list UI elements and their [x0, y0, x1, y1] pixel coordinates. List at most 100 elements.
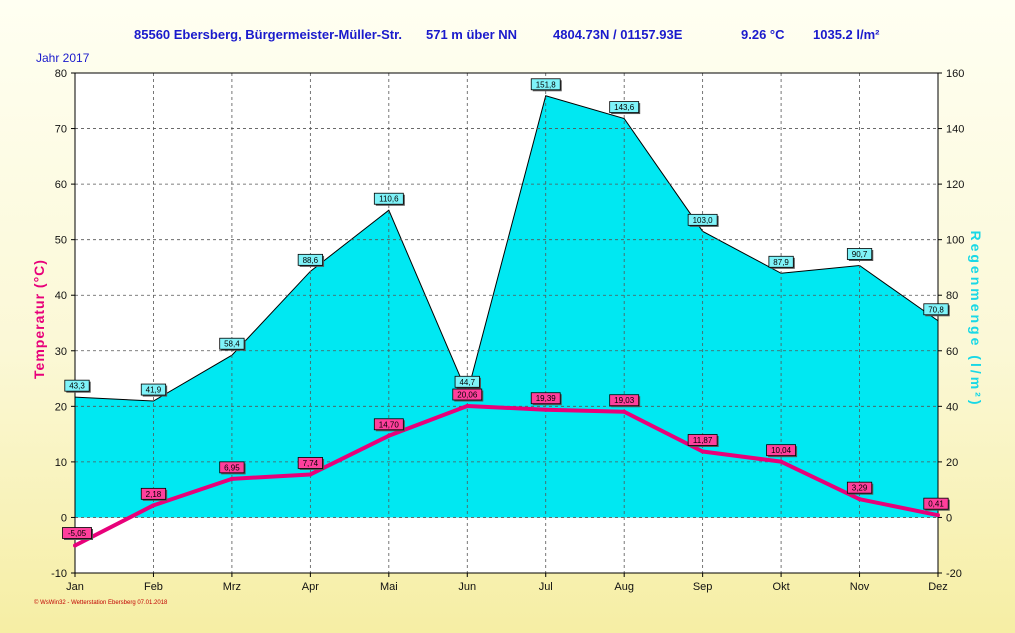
rain-data-label: 44,7 — [459, 378, 475, 387]
rain-data-label: 87,9 — [773, 258, 789, 267]
right-axis-tick-label: 80 — [946, 290, 958, 302]
rain-area — [75, 95, 938, 518]
rain-data-label-box — [687, 213, 718, 226]
right-axis-title: Regenmenge (l/m²) — [968, 230, 984, 407]
right-axis-tick-label: 100 — [946, 235, 964, 247]
temperature-data-label-box — [452, 388, 483, 401]
x-axis-tick-label: Okt — [773, 581, 790, 593]
total-rainfall: 1035.2 l/m² — [813, 27, 880, 42]
temperature-point — [700, 449, 705, 454]
temperature-data-label-box — [62, 527, 92, 539]
right-axis-tick-label: 0 — [946, 512, 952, 524]
temperature-point — [779, 459, 784, 464]
temperature-data-label: 11,87 — [693, 436, 713, 445]
right-axis-tick-label: 60 — [946, 346, 958, 358]
station-coordinates: 4804.73N / 01157.93E — [553, 27, 683, 42]
temperature-point — [73, 543, 77, 548]
left-axis-tick-label: 30 — [55, 346, 67, 358]
temperature-data-label-box — [297, 457, 323, 469]
x-axis-tick-label: Mai — [380, 581, 398, 593]
right-axis-tick-label: 20 — [946, 457, 958, 469]
right-axis-tick-label: 40 — [946, 401, 958, 413]
temperature-line — [74, 404, 939, 548]
temperature-point — [465, 404, 470, 408]
temperature-data-label: 3,29 — [852, 484, 868, 493]
temperature-data-label-box — [140, 487, 167, 500]
temperature-data-label-box — [766, 444, 796, 457]
rain-data-label: 103,0 — [693, 216, 714, 225]
left-axis-tick-label: 10 — [55, 457, 67, 469]
rain-data-label: 88,6 — [303, 256, 319, 265]
rain-data-label-box — [454, 375, 480, 388]
plot-frame — [74, 72, 939, 574]
temperature-data-label: 0,41 — [928, 500, 944, 509]
temperature-data-label: 19,39 — [536, 394, 557, 403]
temperature-point — [936, 513, 940, 518]
right-axis-tick-label: -20 — [946, 568, 962, 580]
station-altitude: 571 m über NN — [426, 27, 518, 42]
x-axis-tick-label: Feb — [144, 581, 163, 593]
rain-data-label-box — [297, 253, 323, 266]
rain-data-label: 43,3 — [69, 382, 85, 391]
rain-data-label-box — [219, 337, 245, 350]
temperature-point — [857, 497, 862, 502]
x-axis-tick-label: Nov — [850, 581, 870, 593]
software-credit: © WsWin32 - Wetterstation Ebersberg 07.0… — [34, 600, 168, 606]
rain-data-label: 143,6 — [614, 103, 635, 112]
left-axis-tick-label: -10 — [51, 568, 67, 580]
x-axis-tick-label: Dez — [928, 581, 948, 593]
left-axis-tick-label: 70 — [55, 124, 67, 136]
temperature-data-label: 2,18 — [146, 490, 162, 499]
temperature-data-label: 7,74 — [303, 459, 319, 468]
x-axis-tick-label: Mrz — [223, 581, 241, 593]
rain-data-label: 70,8 — [928, 305, 944, 314]
rain-data-label: 41,9 — [146, 386, 162, 395]
rain-data-label-box — [373, 192, 404, 205]
rain-outline — [74, 95, 939, 402]
temperature-data-label-box — [687, 434, 718, 446]
right-axis-tick-label: 160 — [946, 68, 964, 80]
temperature-data-label-box — [609, 394, 640, 407]
rain-data-label: 90,7 — [852, 250, 868, 259]
temperature-data-label-box — [219, 461, 245, 474]
temperature-data-label-box — [373, 418, 404, 431]
temperature-point — [229, 476, 234, 481]
left-axis-tick-label: 50 — [55, 235, 67, 247]
left-axis-tick-label: 80 — [55, 68, 67, 80]
rain-data-label: 151,8 — [536, 80, 557, 89]
temperature-data-label-box — [923, 497, 949, 510]
temperature-data-label: -5,05 — [68, 529, 87, 538]
x-axis-tick-label: Sep — [693, 581, 713, 593]
rain-data-label-box — [768, 255, 794, 268]
rain-data-label-box — [609, 101, 640, 113]
temperature-point — [543, 407, 548, 412]
rain-data-label-box — [530, 78, 561, 91]
right-axis-tick-label: 140 — [946, 124, 964, 136]
right-axis-tick-label: 120 — [946, 179, 964, 191]
temperature-data-label: 19,03 — [614, 396, 635, 405]
temperature-data-label: 14,70 — [379, 420, 400, 429]
left-axis-tick-label: 20 — [55, 401, 67, 413]
left-axis-tick-label: 60 — [55, 179, 67, 191]
temperature-data-label-box — [846, 481, 873, 494]
temperature-data-label-box — [530, 392, 561, 405]
temperature-data-label: 10,04 — [771, 446, 792, 455]
rain-data-label: 110,6 — [379, 195, 399, 204]
left-axis-title: Temperatur (°C) — [31, 259, 47, 379]
left-axis-tick-label: 40 — [55, 290, 67, 302]
rain-data-label-box — [64, 379, 90, 392]
temperature-data-label: 20,06 — [457, 391, 478, 400]
mean-temperature: 9.26 °C — [741, 27, 785, 42]
temperature-data-label: 6,95 — [224, 463, 240, 472]
temperature-point — [622, 409, 627, 414]
rain-data-label-box — [923, 303, 949, 316]
x-axis-tick-label: Aug — [614, 581, 634, 593]
temperature-point — [308, 472, 313, 477]
x-axis-tick-label: Jul — [539, 581, 553, 593]
rain-data-label-box — [846, 248, 873, 260]
temperature-point — [386, 433, 391, 438]
x-axis-tick-label: Jun — [458, 581, 476, 593]
rain-data-label: 58,4 — [224, 340, 240, 349]
station-name: 85560 Ebersberg, Bürgermeister-Müller-St… — [134, 27, 403, 42]
